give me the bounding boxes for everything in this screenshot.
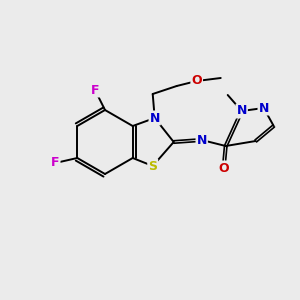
Text: O: O	[191, 74, 202, 88]
Text: N: N	[236, 104, 247, 118]
Text: N: N	[196, 134, 207, 146]
Text: F: F	[51, 157, 59, 169]
Text: N: N	[149, 112, 160, 124]
Text: F: F	[91, 83, 99, 97]
Text: N: N	[259, 101, 269, 115]
Text: S: S	[148, 160, 157, 172]
Text: O: O	[218, 161, 229, 175]
